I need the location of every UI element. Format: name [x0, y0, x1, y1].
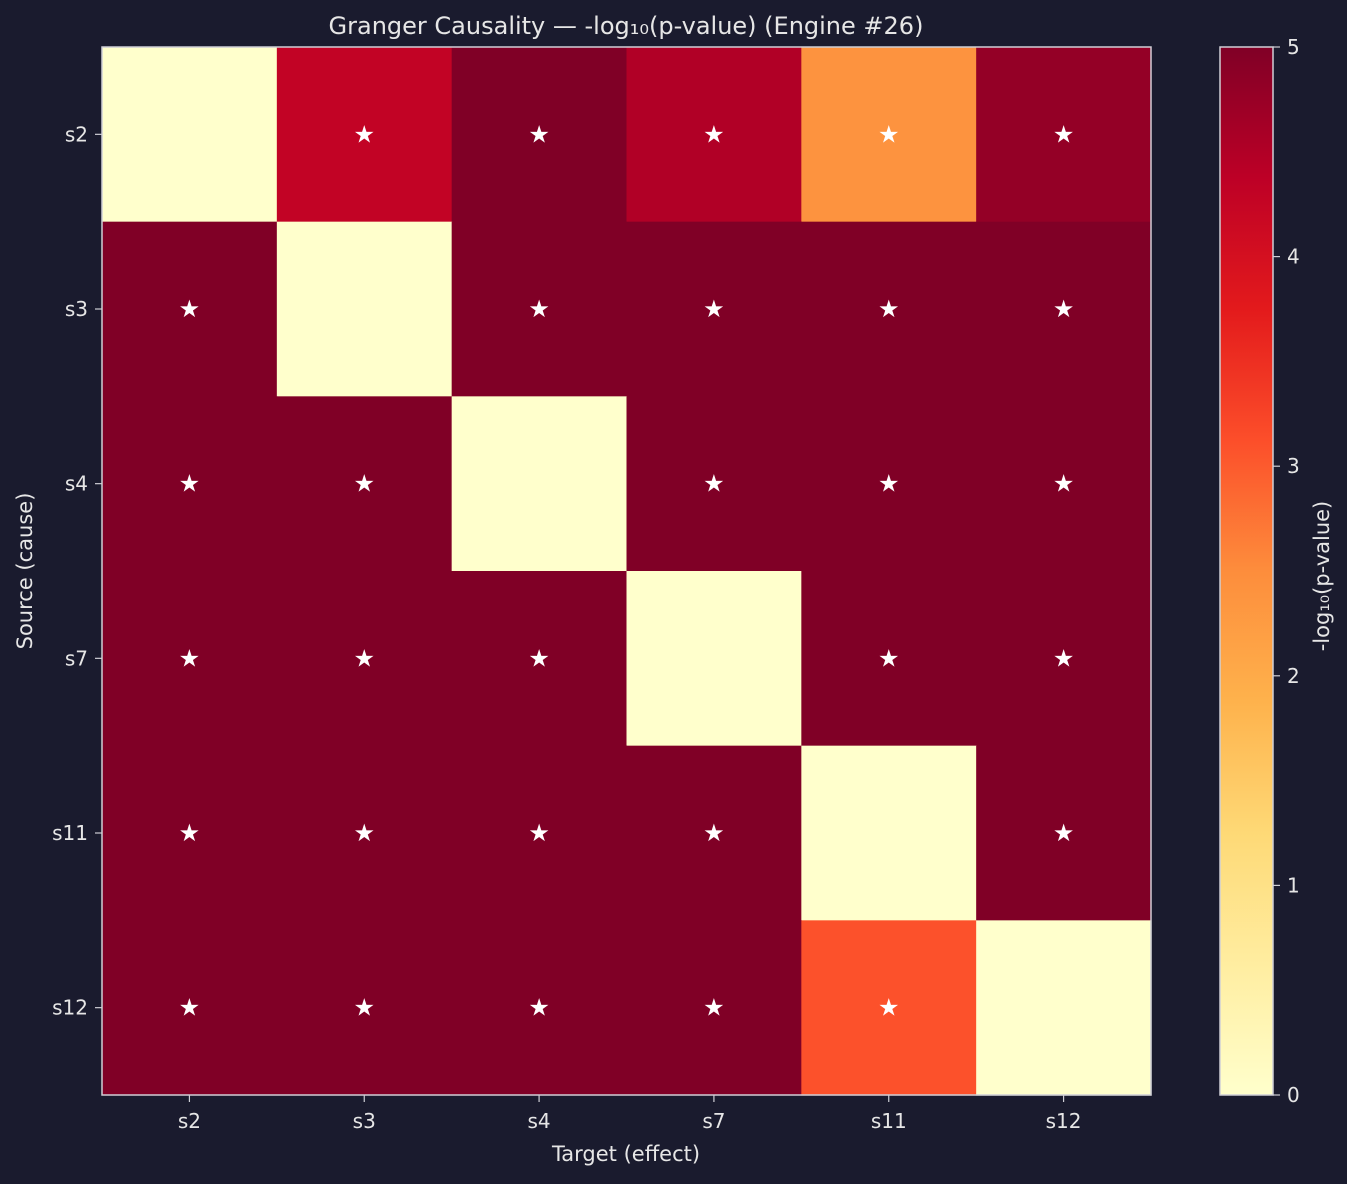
heatmap-cell — [626, 221, 802, 397]
significance-star: ★ — [353, 819, 375, 847]
x-tick-label: s7 — [702, 1109, 725, 1133]
significance-star: ★ — [878, 470, 900, 498]
significance-star: ★ — [528, 819, 550, 847]
y-axis-label: Source (cause) — [13, 493, 37, 650]
significance-star: ★ — [703, 295, 725, 323]
heatmap-cell — [102, 571, 278, 747]
x-tick-label: s2 — [178, 1109, 201, 1133]
significance-star: ★ — [703, 994, 725, 1022]
y-tick-label: s11 — [52, 821, 88, 845]
significance-star: ★ — [878, 644, 900, 672]
colorbar-label: -log₁₀(p-value) — [1310, 501, 1334, 652]
x-tick-label: s11 — [871, 1109, 907, 1133]
colorbar-tick-label: 1 — [1287, 873, 1300, 897]
significance-star: ★ — [353, 994, 375, 1022]
colorbar-ticks: 0 1 2 3 4 5 — [1273, 35, 1300, 1107]
colorbar-tick-label: 3 — [1287, 454, 1300, 478]
heatmap-cell — [801, 396, 977, 572]
plot-frame — [101, 46, 1152, 1096]
heatmap-cell — [102, 745, 278, 921]
significance-star: ★ — [353, 120, 375, 148]
significance-markers: ★ ★ ★ ★ ★ ★ ★ ★ ★ ★ ★ ★ ★ ★ ★ ★ ★ ★ ★ ★ ★ ★ ★ ★ ★ ★ ★ ★ ★ ★ — [179, 120, 1075, 1021]
heatmap-cell — [976, 920, 1152, 1096]
x-tick-label: s3 — [353, 1109, 376, 1133]
heatmap-cell — [976, 745, 1152, 921]
heatmap-cell — [626, 396, 802, 572]
heatmap-cell — [276, 920, 453, 1096]
y-tick-label: s2 — [65, 122, 88, 146]
significance-star: ★ — [1053, 295, 1075, 323]
colorbar-tick-label: 0 — [1287, 1083, 1300, 1107]
heatmap-cell — [801, 571, 977, 747]
heatmap-cell — [451, 221, 628, 397]
y-tick-label: s3 — [65, 297, 88, 321]
heatmap-cell — [976, 221, 1152, 397]
heatmap-cell — [976, 396, 1152, 572]
significance-star: ★ — [528, 120, 550, 148]
heatmap-cell — [276, 745, 453, 921]
significance-star: ★ — [179, 819, 201, 847]
significance-star: ★ — [703, 819, 725, 847]
heatmap-cell — [451, 920, 628, 1096]
x-tick-label: s12 — [1046, 1109, 1082, 1133]
significance-star: ★ — [179, 644, 201, 672]
significance-star: ★ — [528, 295, 550, 323]
heatmap-cell — [451, 745, 628, 921]
heatmap-cell — [276, 396, 453, 572]
significance-star: ★ — [703, 470, 725, 498]
heatmap-cell — [451, 571, 628, 747]
significance-star: ★ — [528, 644, 550, 672]
colorbar — [1219, 46, 1274, 1096]
heatmap-cell — [451, 396, 628, 572]
significance-star: ★ — [179, 470, 201, 498]
chart-title: Granger Causality — -log₁₀(p-value) (Eng… — [329, 12, 924, 40]
significance-star: ★ — [353, 470, 375, 498]
y-axis-ticks: s2 s3 s4 s7 s11 s12 — [52, 122, 102, 1020]
x-axis-ticks: s2 s3 s4 s7 s11 s12 — [178, 1095, 1082, 1133]
heatmap-cell — [801, 221, 977, 397]
significance-star: ★ — [528, 994, 550, 1022]
significance-star: ★ — [353, 644, 375, 672]
heatmap-cell — [102, 221, 278, 397]
y-tick-label: s12 — [52, 996, 88, 1020]
heatmap-cell — [801, 745, 977, 921]
significance-star: ★ — [703, 120, 725, 148]
heatmap-cell — [102, 47, 278, 223]
heatmap-cell — [626, 571, 802, 747]
heatmap-cell — [976, 571, 1152, 747]
heatmap-cell — [801, 47, 977, 223]
heatmap-cell — [102, 920, 278, 1096]
significance-star: ★ — [1053, 644, 1075, 672]
y-tick-label: s7 — [65, 646, 88, 670]
significance-star: ★ — [1053, 819, 1075, 847]
heatmap-cell — [102, 396, 278, 572]
y-tick-label: s4 — [65, 472, 88, 496]
significance-star: ★ — [179, 295, 201, 323]
heatmap-cell — [626, 920, 802, 1096]
x-axis-label: Target (effect) — [551, 1142, 700, 1166]
heatmap-cell — [276, 571, 453, 747]
heatmap-cell — [626, 745, 802, 921]
colorbar-tick-label: 5 — [1287, 35, 1300, 59]
heatmap-cell — [451, 47, 628, 223]
heatmap-cell — [276, 47, 453, 223]
heatmap-cell — [626, 47, 802, 223]
significance-star: ★ — [878, 120, 900, 148]
heatmap-cell — [976, 47, 1152, 223]
significance-star: ★ — [179, 994, 201, 1022]
heatmap-cell — [801, 920, 977, 1096]
heatmap-cell — [276, 221, 453, 397]
significance-star: ★ — [878, 295, 900, 323]
colorbar-tick-label: 2 — [1287, 664, 1300, 688]
significance-star: ★ — [878, 994, 900, 1022]
heatmap-cells — [102, 47, 1152, 1096]
x-tick-label: s4 — [528, 1109, 551, 1133]
significance-star: ★ — [1053, 120, 1075, 148]
colorbar-tick-label: 4 — [1287, 245, 1300, 269]
significance-star: ★ — [1053, 470, 1075, 498]
